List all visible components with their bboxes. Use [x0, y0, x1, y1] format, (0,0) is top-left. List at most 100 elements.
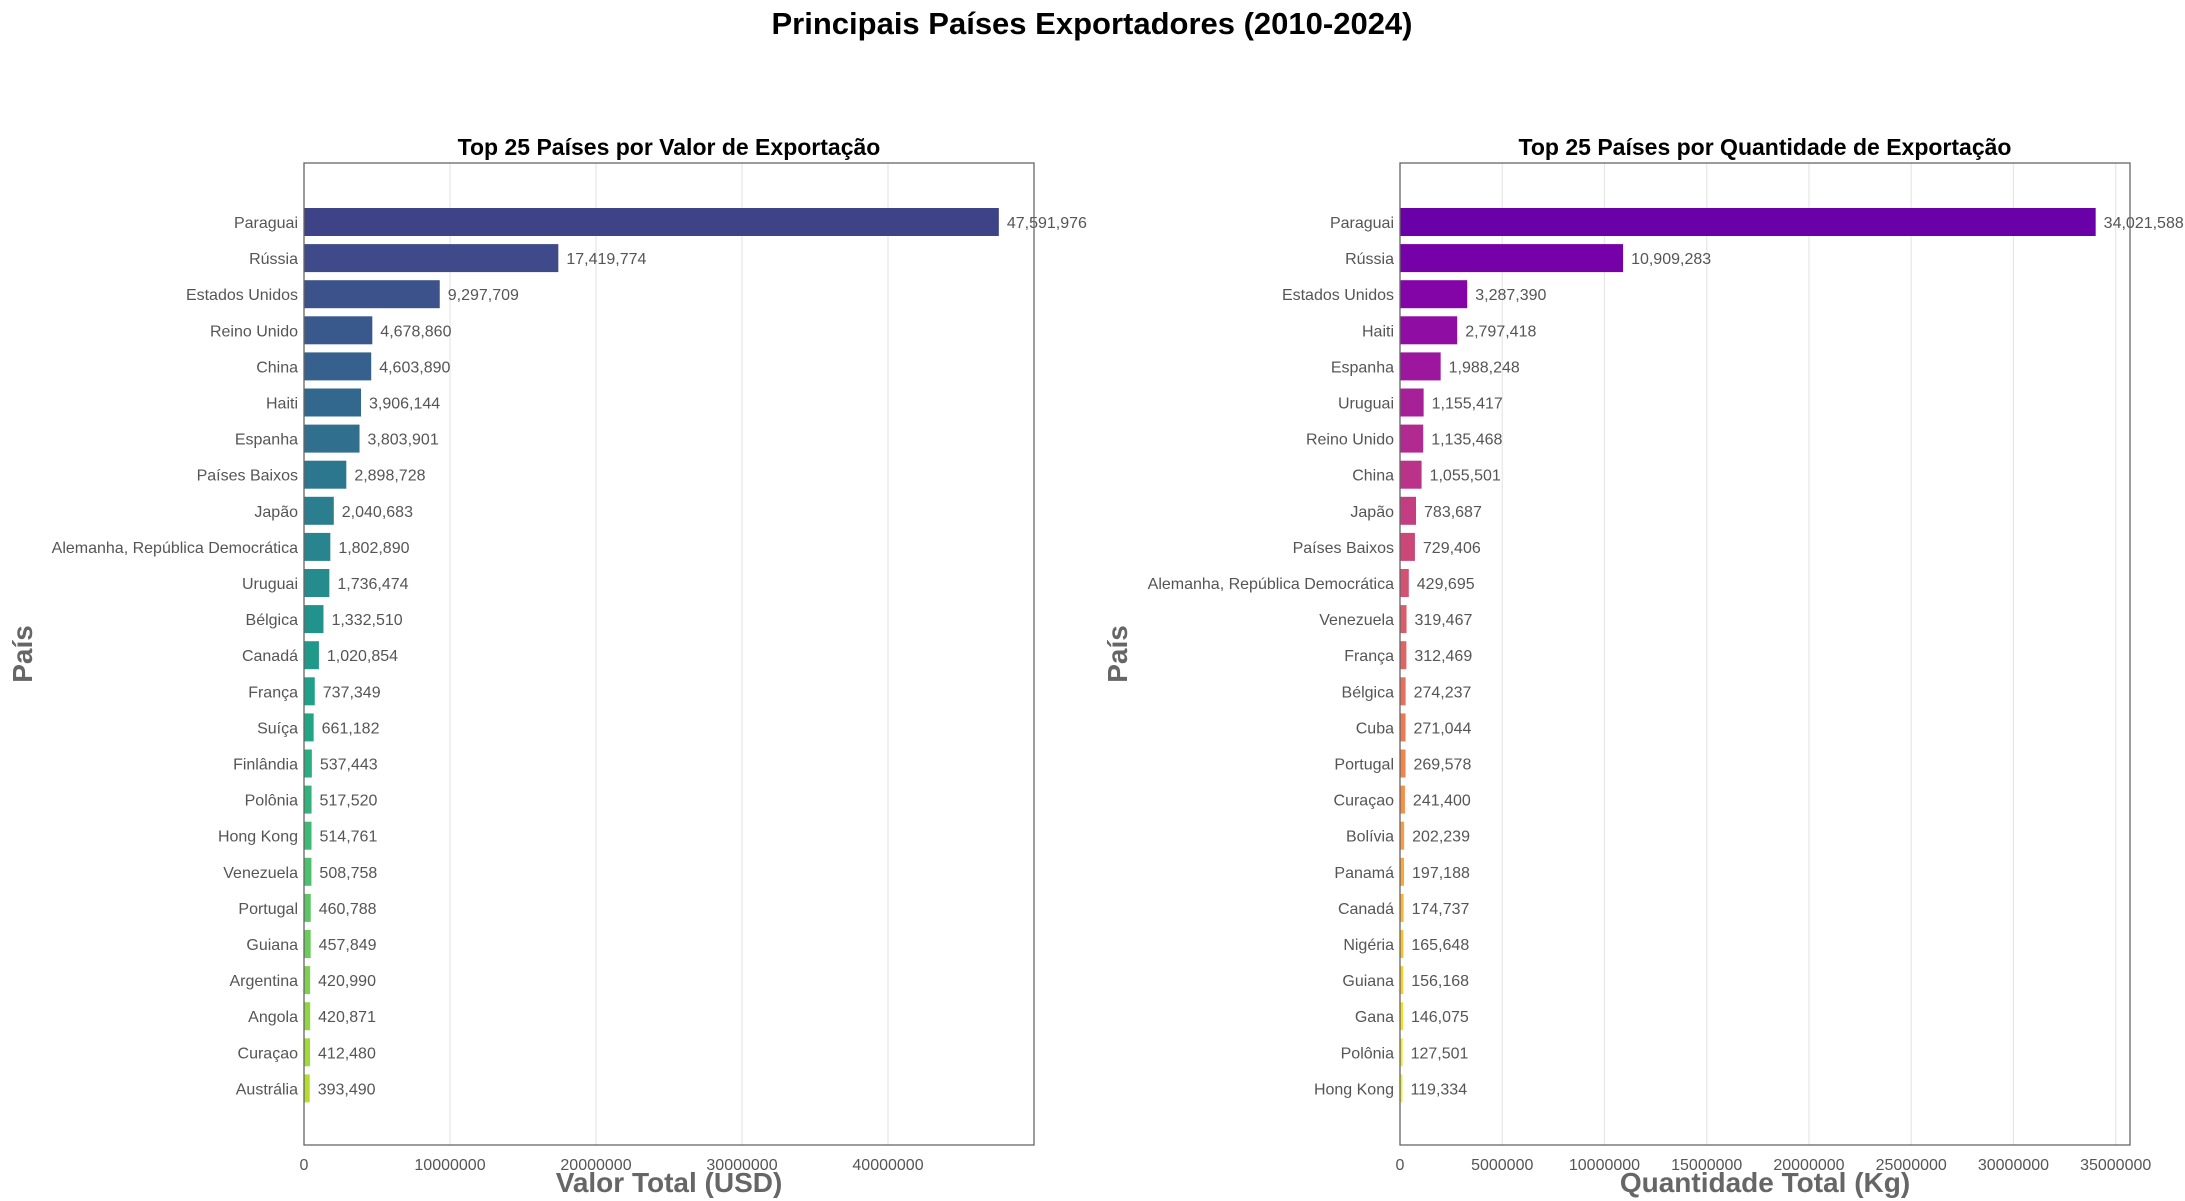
bar — [1400, 244, 1624, 273]
bar — [304, 388, 362, 417]
bar — [1400, 424, 1424, 453]
x-tick-label: 15000000 — [1671, 1157, 1742, 1174]
value-label: 420,990 — [318, 973, 376, 990]
value-label: 241,400 — [1413, 793, 1471, 810]
bar — [304, 713, 314, 742]
category-label: China — [256, 359, 298, 376]
value-label: 47,591,976 — [1007, 215, 1087, 232]
category-labels: Paraguai Rússia Estados Unidos Haiti Espanha… — [1148, 215, 1394, 1098]
bars — [304, 208, 999, 1103]
x-tick-label: 0 — [300, 1157, 309, 1174]
category-label: Espanha — [1331, 359, 1394, 376]
bar — [304, 605, 324, 634]
bars — [1400, 208, 2096, 1103]
bar — [304, 424, 360, 453]
value-label: 2,797,418 — [1465, 323, 1536, 340]
category-label: Rússia — [249, 251, 298, 268]
bar — [304, 893, 311, 922]
value-label: 271,044 — [1414, 720, 1472, 737]
category-label: Venezuela — [223, 865, 298, 882]
category-label: Países Baixos — [1293, 540, 1394, 557]
bar — [1400, 713, 1406, 742]
value-label: 146,075 — [1411, 1009, 1469, 1026]
bar — [1400, 605, 1407, 634]
category-label: Polônia — [1341, 1045, 1394, 1062]
x-tick-label: 30000000 — [706, 1157, 777, 1174]
value-label: 3,906,144 — [369, 396, 440, 413]
bar — [1400, 641, 1407, 670]
category-label: Reino Unido — [210, 323, 298, 340]
value-label: 269,578 — [1414, 757, 1472, 774]
category-label: Portugal — [1334, 757, 1394, 774]
value-label: 156,168 — [1411, 973, 1469, 990]
x-tick-label: 20000000 — [1773, 1157, 1844, 1174]
value-labels: 47,591,976 17,419,774 9,297,709 4,678,860 4,… — [318, 215, 1087, 1098]
category-label: Haiti — [1362, 323, 1394, 340]
category-label: Hong Kong — [218, 829, 298, 846]
x-tick-labels: 0 5000000 10000000 15000000 20000000 25000000… — [1396, 1157, 2152, 1174]
bar — [1400, 1074, 1403, 1103]
category-label: China — [1352, 468, 1394, 485]
value-label: 1,155,417 — [1432, 396, 1503, 413]
value-label: 457,849 — [319, 937, 377, 954]
value-label: 319,467 — [1415, 612, 1473, 629]
category-label: Hong Kong — [1314, 1081, 1394, 1098]
category-label: Estados Unidos — [186, 287, 298, 304]
category-label: Bélgica — [1342, 684, 1395, 701]
bar — [304, 244, 559, 273]
category-label: Bélgica — [246, 612, 299, 629]
category-label: Panamá — [1334, 865, 1394, 882]
category-label: Uruguai — [1338, 396, 1394, 413]
x-axis-label: Valor Total (USD) — [556, 1167, 783, 1198]
bar — [1400, 460, 1422, 489]
bar — [1400, 857, 1405, 886]
value-label: 17,419,774 — [566, 251, 646, 268]
y-axis-label: País — [7, 625, 38, 683]
bar — [304, 1074, 310, 1103]
gridlines — [1399, 163, 2117, 1145]
value-label: 119,334 — [1410, 1081, 1467, 1098]
value-label: 1,135,468 — [1431, 432, 1502, 449]
x-tick-label: 20000000 — [560, 1157, 631, 1174]
bar — [1400, 1038, 1403, 1067]
value-label: 2,898,728 — [354, 468, 425, 485]
x-tick-label: 25000000 — [1876, 1157, 1947, 1174]
bar — [1400, 930, 1404, 958]
bar — [304, 532, 331, 561]
category-label: Curaçao — [1334, 793, 1395, 810]
category-label: Portugal — [238, 901, 298, 918]
bar — [304, 569, 330, 597]
bar — [304, 280, 440, 309]
value-label: 783,687 — [1424, 504, 1482, 521]
bar — [304, 1038, 311, 1067]
value-label: 661,182 — [322, 720, 380, 737]
bar — [1400, 352, 1441, 381]
category-label: Angola — [248, 1009, 298, 1026]
category-label: Bolívia — [1346, 829, 1394, 846]
category-label: Cuba — [1356, 720, 1394, 737]
bar — [1400, 821, 1405, 850]
bar — [304, 677, 315, 706]
bar — [304, 857, 312, 886]
value-label: 1,988,248 — [1449, 359, 1520, 376]
category-labels: Paraguai Rússia Estados Unidos Reino Unido C… — [52, 215, 298, 1098]
bar — [304, 749, 312, 778]
category-label: Austrália — [236, 1081, 298, 1098]
value-label: 127,501 — [1411, 1045, 1469, 1062]
x-tick-label: 5000000 — [1471, 1157, 1533, 1174]
value-label: 34,021,588 — [2104, 215, 2184, 232]
bar — [1400, 677, 1406, 706]
x-tick-label: 40000000 — [852, 1157, 923, 1174]
category-label: França — [248, 684, 298, 701]
value-label: 3,287,390 — [1475, 287, 1546, 304]
category-label: Estados Unidos — [1282, 287, 1394, 304]
bar — [304, 821, 312, 850]
value-label: 737,349 — [323, 684, 381, 701]
category-label: Rússia — [1345, 251, 1394, 268]
value-label: 729,406 — [1423, 540, 1481, 557]
value-label: 4,603,890 — [379, 359, 450, 376]
bar — [1400, 388, 1424, 417]
value-label: 517,520 — [320, 793, 378, 810]
value-label: 508,758 — [319, 865, 377, 882]
x-tick-label: 35000000 — [2080, 1157, 2151, 1174]
